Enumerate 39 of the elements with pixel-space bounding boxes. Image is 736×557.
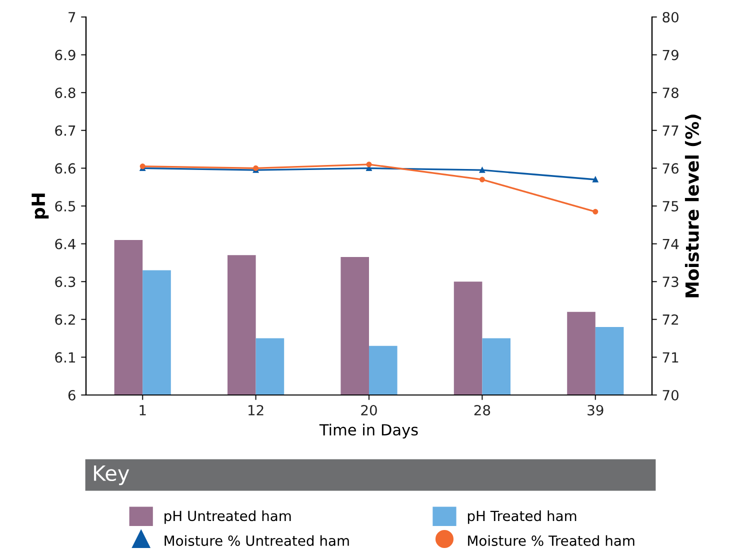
legend-label: pH Treated ham xyxy=(468,510,576,524)
y-tick-label: 6.4 xyxy=(55,238,76,250)
y-tick-label: 6 xyxy=(68,390,76,400)
y2-tick-label: 70 xyxy=(662,390,678,400)
y2-axis-title: Moisture level (%) xyxy=(684,114,702,298)
y2-tick-label: 72 xyxy=(662,314,678,325)
y-axis-title: pH xyxy=(32,194,49,218)
x-tick-label: 20 xyxy=(361,404,377,416)
y-tick-label: 6.3 xyxy=(55,276,76,288)
y-tick-label: 7 xyxy=(68,12,76,22)
point xyxy=(479,167,485,173)
y2-tick-label: 76 xyxy=(662,163,679,174)
y-tick-label: 6.7 xyxy=(55,125,76,136)
y-tick-label: 6.8 xyxy=(55,88,76,98)
x-tick-label: 12 xyxy=(248,404,264,416)
y-tick-label: 6.9 xyxy=(55,50,76,60)
y2-tick-label: 77 xyxy=(662,126,678,136)
y2-tick-label: 79 xyxy=(662,50,678,60)
y2-tick-label: 73 xyxy=(662,276,678,288)
y2-tick-label: 75 xyxy=(662,201,678,212)
y2-tick-label: 71 xyxy=(662,352,678,362)
legend-label: pH Untreated ham xyxy=(164,510,291,524)
y2-tick-label: 74 xyxy=(662,238,679,250)
y-tick-label: 6.2 xyxy=(55,314,75,325)
legend-title: Key xyxy=(94,466,130,486)
x-tick-label: 28 xyxy=(474,404,490,416)
y2-tick-label: 80 xyxy=(662,12,678,22)
legend-label: Moisture % Untreated ham xyxy=(164,535,349,546)
point xyxy=(366,162,372,168)
x-tick-label: 39 xyxy=(588,404,604,416)
y-tick-label: 6.5 xyxy=(55,200,76,212)
y-tick-label: 6.6 xyxy=(55,163,76,174)
point xyxy=(592,208,598,214)
x-tick-label: 1 xyxy=(140,405,146,416)
y2-tick-label: 78 xyxy=(662,88,678,98)
point xyxy=(479,176,485,182)
x-axis-title: Time in Days xyxy=(319,424,418,439)
legend-label: Moisture % Treated ham xyxy=(468,535,634,546)
y-tick-label: 6.1 xyxy=(55,352,75,363)
